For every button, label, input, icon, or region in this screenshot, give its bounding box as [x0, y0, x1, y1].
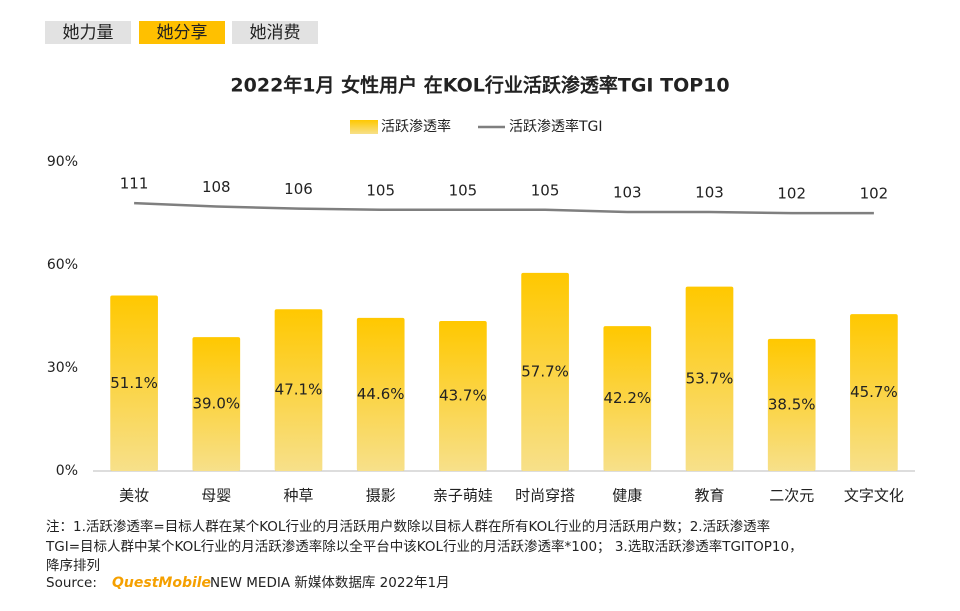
bar	[850, 314, 898, 471]
line-value-label: 105	[366, 181, 395, 199]
line-value-label: 103	[695, 184, 724, 202]
y-tick-label: 0%	[56, 463, 78, 479]
note-line: 降序排列	[46, 558, 100, 574]
bar	[685, 286, 734, 471]
x-tick-label: 健康	[612, 487, 642, 505]
bar-value-label: 53.7%	[686, 369, 734, 387]
tab-bg[interactable]	[232, 21, 318, 44]
line-value-label: 103	[613, 184, 642, 202]
legend-swatch	[350, 120, 378, 134]
line-value-label: 105	[531, 181, 560, 199]
x-tick-label: 种草	[283, 487, 313, 505]
bar-value-label: 39.0%	[192, 395, 240, 413]
x-tick-label: 教育	[694, 487, 724, 505]
note-line: TGI=目标人群中某个KOL行业的月活跃渗透率除以全平台中该KOL行业的月活跃渗…	[45, 538, 803, 555]
source-text: NEW MEDIA 新媒体数据库 2022年1月	[210, 575, 450, 591]
y-tick-label: 30%	[47, 360, 78, 376]
bar-value-label: 57.7%	[521, 362, 569, 380]
bar	[521, 272, 569, 471]
bar-value-label: 42.2%	[603, 389, 651, 407]
line-value-label: 102	[777, 185, 806, 203]
tab[interactable]: 她分享	[157, 23, 208, 43]
bar	[192, 337, 241, 471]
x-tick-label: 美妆	[119, 487, 149, 505]
notes: 注：1.活跃渗透率=目标人群在某个KOL行业的月活跃用户数除以目标人群在所有KO…	[45, 518, 803, 574]
line-value-label: 105	[449, 181, 478, 199]
bar	[110, 295, 158, 471]
note-line: 注：1.活跃渗透率=目标人群在某个KOL行业的月活跃用户数除以目标人群在所有KO…	[46, 518, 770, 535]
bar-value-label: 47.1%	[275, 381, 323, 399]
x-tick-label: 摄影	[366, 487, 396, 505]
bar	[439, 320, 487, 471]
source-brand: QuestMobile	[112, 575, 211, 591]
bar-value-label: 51.1%	[110, 374, 158, 392]
line-value-label: 102	[860, 185, 889, 203]
source-label: Source:	[46, 575, 97, 591]
x-tick-label: 母婴	[201, 487, 231, 505]
y-tick-label: 60%	[47, 257, 78, 273]
line-value-label: 111	[120, 175, 149, 193]
legend-label: 活跃渗透率	[381, 118, 451, 135]
legend-label: 活跃渗透率TGI	[509, 118, 603, 135]
tab-bg[interactable]	[45, 21, 131, 44]
x-tick-label: 二次元	[769, 487, 814, 505]
bar-value-label: 38.5%	[768, 395, 816, 413]
tab[interactable]: 她消费	[250, 23, 301, 43]
bar-value-label: 43.7%	[439, 386, 487, 404]
bar	[356, 317, 405, 471]
tab[interactable]: 她力量	[63, 23, 114, 43]
bar	[274, 309, 323, 471]
bar-value-label: 44.6%	[357, 385, 405, 403]
line-value-label: 106	[284, 180, 313, 198]
chart-title: 2022年1月 女性用户 在KOL行业活跃渗透率TGI TOP10	[230, 74, 729, 97]
line-value-label: 108	[202, 178, 231, 196]
tgi-line	[134, 201, 874, 215]
x-tick-label: 文字文化	[844, 487, 904, 505]
y-tick-label: 90%	[47, 154, 78, 170]
bar-value-label: 45.7%	[850, 383, 898, 401]
x-tick-label: 时尚穿搭	[515, 487, 575, 505]
bar	[767, 338, 816, 471]
tab-bg-active[interactable]	[139, 21, 225, 44]
bar	[603, 326, 652, 471]
x-tick-label: 亲子萌娃	[433, 487, 493, 505]
